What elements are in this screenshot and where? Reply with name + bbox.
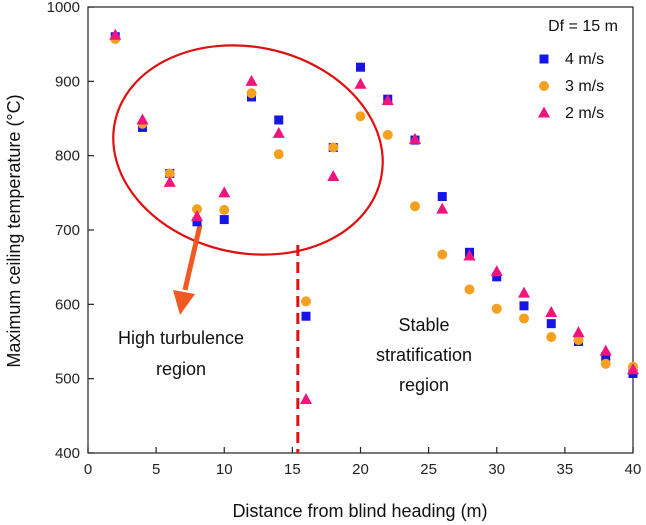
- annotation-arrow-shaft: [182, 224, 203, 291]
- series-3-point: [599, 344, 612, 356]
- high-turbulence-line-2: region: [156, 359, 206, 379]
- series-2-point: [546, 332, 557, 343]
- x-tick-label: 25: [420, 461, 437, 478]
- series-1-point: [546, 319, 556, 329]
- series-2-point: [328, 142, 339, 153]
- series-3-point: [109, 28, 122, 40]
- series-3-point: [163, 175, 176, 187]
- series-1-point: [519, 301, 529, 311]
- x-tick-label: 5: [152, 461, 160, 478]
- y-tick-label: 400: [55, 445, 80, 462]
- series-2-point: [410, 201, 420, 212]
- x-tick-label: 30: [488, 461, 505, 478]
- series-2-point: [246, 88, 257, 99]
- series-2-point: [573, 335, 584, 346]
- series-2-point: [464, 284, 475, 295]
- series-3-point: [627, 363, 639, 375]
- legend-title: Df = 15 m: [548, 18, 618, 35]
- y-axis-title: Maximum ceiling temperature (°C): [4, 94, 24, 367]
- series-1-point: [492, 272, 502, 282]
- legend-marker-3: [538, 106, 550, 118]
- legend-label-1: 4 m/s: [565, 51, 604, 68]
- series-2-point: [273, 149, 284, 160]
- series-3-point: [136, 113, 149, 125]
- legend-label-3: 2 m/s: [565, 105, 604, 122]
- x-tick-label: 0: [84, 461, 92, 478]
- x-tick-label: 40: [625, 461, 642, 478]
- series-2-point: [437, 249, 448, 260]
- turbulence-ellipse: [112, 44, 384, 256]
- stable-line-2: stratification: [376, 345, 472, 365]
- series-1-point: [301, 311, 311, 321]
- x-tick-label: 15: [284, 461, 301, 478]
- series-2-point: [301, 296, 311, 307]
- series-2-point: [491, 303, 502, 314]
- stable-line-1: Stable: [398, 315, 449, 335]
- series-2-point: [519, 313, 529, 324]
- series-1-point: [356, 62, 365, 72]
- legend-marker-1: [539, 54, 549, 64]
- series-3-point: [463, 249, 476, 261]
- series-3-point: [191, 210, 203, 222]
- y-tick-label: 800: [55, 148, 80, 165]
- series-3-point: [518, 286, 530, 298]
- series-2-point: [219, 204, 230, 215]
- series-1-point: [274, 115, 284, 125]
- series-1-point: [219, 215, 229, 225]
- series-3-point: [436, 202, 449, 214]
- series-3-point: [272, 126, 285, 138]
- x-tick-label: 20: [352, 461, 369, 478]
- x-axis-title: Distance from blind heading (m): [232, 501, 487, 521]
- y-tick-label: 600: [55, 296, 80, 313]
- y-tick-label: 900: [55, 73, 80, 90]
- series-3-point: [218, 186, 231, 198]
- annotation-arrow-head: [173, 290, 195, 315]
- series-3-point: [409, 132, 421, 144]
- series-1-point: [437, 192, 447, 202]
- stable-line-3: region: [399, 375, 449, 395]
- series-2-point: [382, 129, 393, 140]
- series-1-point: [601, 351, 611, 361]
- high-turbulence-line-1: High turbulence: [118, 328, 244, 348]
- legend-marker-2: [539, 81, 549, 91]
- series-3-point: [354, 77, 367, 89]
- series-2-point: [164, 168, 175, 179]
- legend-label-2: 3 m/s: [565, 78, 604, 95]
- series-1-point: [192, 217, 202, 227]
- series-3-point: [327, 169, 340, 181]
- series-2-point: [355, 111, 366, 122]
- series-2-point: [600, 358, 611, 369]
- series-3-point: [300, 392, 312, 404]
- y-tick-label: 1000: [47, 0, 80, 16]
- series-3-point: [381, 94, 394, 106]
- x-tick-label: 35: [557, 461, 574, 478]
- series-3-point: [245, 74, 258, 86]
- series-3-point: [572, 326, 585, 338]
- y-tick-label: 700: [55, 222, 80, 239]
- series-3-point: [545, 306, 558, 318]
- x-tick-label: 10: [216, 461, 233, 478]
- series-3-point: [490, 265, 503, 277]
- series-2-point: [192, 204, 202, 215]
- y-tick-label: 500: [55, 371, 80, 388]
